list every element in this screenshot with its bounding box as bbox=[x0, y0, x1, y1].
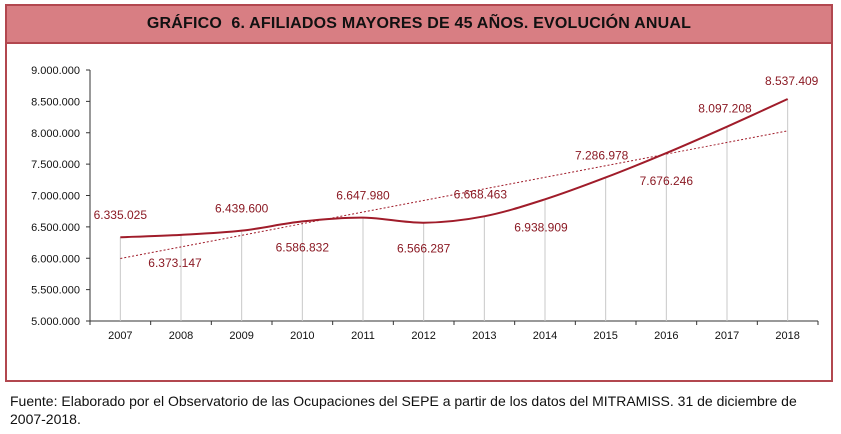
y-tick-label: 9.000.000 bbox=[31, 65, 80, 77]
data-label: 7.286.978 bbox=[575, 148, 629, 162]
x-tick-label: 2010 bbox=[290, 330, 314, 342]
x-tick-label: 2009 bbox=[229, 330, 253, 342]
data-label: 8.537.409 bbox=[765, 74, 819, 88]
data-label: 6.373.147 bbox=[148, 256, 202, 270]
data-label: 6.668.463 bbox=[454, 187, 508, 201]
x-tick-label: 2013 bbox=[472, 330, 496, 342]
x-tick-label: 2011 bbox=[351, 330, 375, 342]
y-tick-label: 7.000.000 bbox=[31, 191, 80, 203]
data-label: 7.676.246 bbox=[640, 174, 694, 188]
chart-frame: GRÁFICO 6. AFILIADOS MAYORES DE 45 AÑOS.… bbox=[5, 4, 833, 382]
x-tick-label: 2014 bbox=[533, 330, 557, 342]
y-tick-label: 8.500.000 bbox=[31, 96, 80, 108]
y-tick-label: 6.000.000 bbox=[31, 253, 80, 265]
series-line bbox=[120, 98, 789, 239]
data-label: 6.566.287 bbox=[397, 242, 451, 256]
title-bar: GRÁFICO 6. AFILIADOS MAYORES DE 45 AÑOS.… bbox=[7, 6, 831, 44]
data-label: 6.586.832 bbox=[276, 240, 330, 254]
y-tick-label: 6.500.000 bbox=[31, 222, 80, 234]
chart-title: GRÁFICO 6. AFILIADOS MAYORES DE 45 AÑOS.… bbox=[146, 15, 692, 32]
x-tick-label: 2016 bbox=[654, 330, 678, 342]
x-tick-label: 2007 bbox=[108, 330, 132, 342]
x-tick-label: 2018 bbox=[775, 330, 799, 342]
source-note: Fuente: Elaborado por el Observatorio de… bbox=[10, 393, 797, 427]
x-tick-label: 2008 bbox=[169, 330, 193, 342]
y-tick-label: 5.500.000 bbox=[31, 285, 80, 297]
y-tick-label: 7.500.000 bbox=[31, 159, 80, 171]
x-tick-label: 2012 bbox=[411, 330, 435, 342]
x-tick-label: 2017 bbox=[715, 330, 739, 342]
x-tick-label: 2015 bbox=[593, 330, 617, 342]
data-label: 8.097.208 bbox=[698, 102, 752, 116]
trendline bbox=[120, 130, 788, 259]
data-label: 6.335.025 bbox=[94, 208, 148, 222]
data-label: 6.439.600 bbox=[215, 202, 269, 216]
data-label: 6.938.909 bbox=[514, 220, 568, 234]
y-tick-label: 8.000.000 bbox=[31, 128, 80, 140]
data-label: 6.647.980 bbox=[336, 189, 390, 203]
y-tick-label: 5.000.000 bbox=[31, 316, 80, 328]
